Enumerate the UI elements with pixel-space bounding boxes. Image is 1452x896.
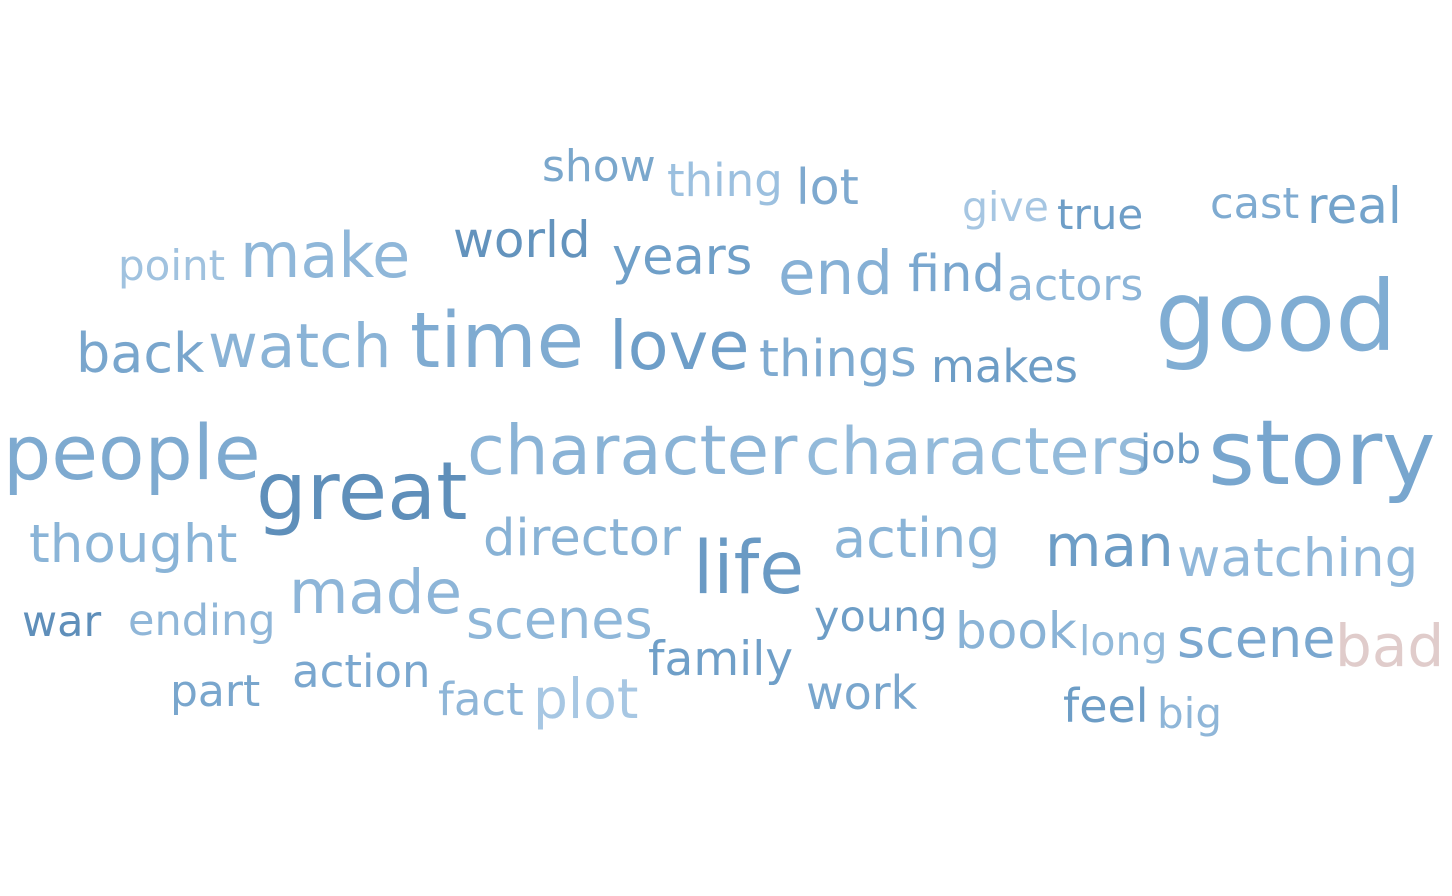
word-action: action [292,645,431,698]
word-plot: plot [533,667,639,731]
word-family: family [648,632,794,687]
word-watching: watching [1177,528,1419,589]
word-story: story [1208,401,1436,506]
word-time: time [410,297,584,386]
word-part: part [170,666,261,717]
word-characters: characters [805,415,1151,490]
word-real: real [1307,177,1402,235]
word-ending: ending [128,596,276,646]
word-great: great [256,445,468,538]
word-scene: scene [1177,607,1336,670]
word-director: director [483,509,681,568]
word-work: work [806,666,918,720]
word-make: make [240,219,411,292]
word-point: point [118,241,226,290]
word-thing: thing [667,154,783,207]
word-things: things [759,330,917,389]
word-feel: feel [1063,679,1149,733]
word-years: years [612,228,753,287]
word-life: life [693,526,805,611]
word-watch: watch [208,311,392,382]
word-character: character [467,411,798,491]
word-lot: lot [796,159,859,216]
word-big: big [1157,689,1222,738]
word-good: good [1155,260,1397,373]
word-fact: fact [438,673,524,726]
word-cast: cast [1210,179,1300,229]
word-give: give [962,183,1049,231]
word-acting: acting [833,507,1001,570]
word-show: show [542,141,656,192]
word-job: job [1140,427,1201,473]
word-thought: thought [29,514,238,575]
word-love: love [609,307,750,385]
word-world: world [453,211,591,269]
word-bad: bad [1335,612,1445,680]
word-true: true [1057,190,1144,239]
word-made: made [289,557,463,628]
word-scenes: scenes [466,588,653,651]
word-back: back [76,322,205,385]
word-war: war [22,597,102,647]
word-man: man [1045,512,1174,580]
word-find: find [908,245,1005,304]
word-long: long [1079,617,1168,665]
word-book: book [955,602,1077,660]
word-young: young [814,592,948,642]
word-actors: actors [1007,260,1144,311]
word-end: end [778,238,893,309]
word-makes: makes [931,340,1078,393]
word-people: people [3,408,261,497]
